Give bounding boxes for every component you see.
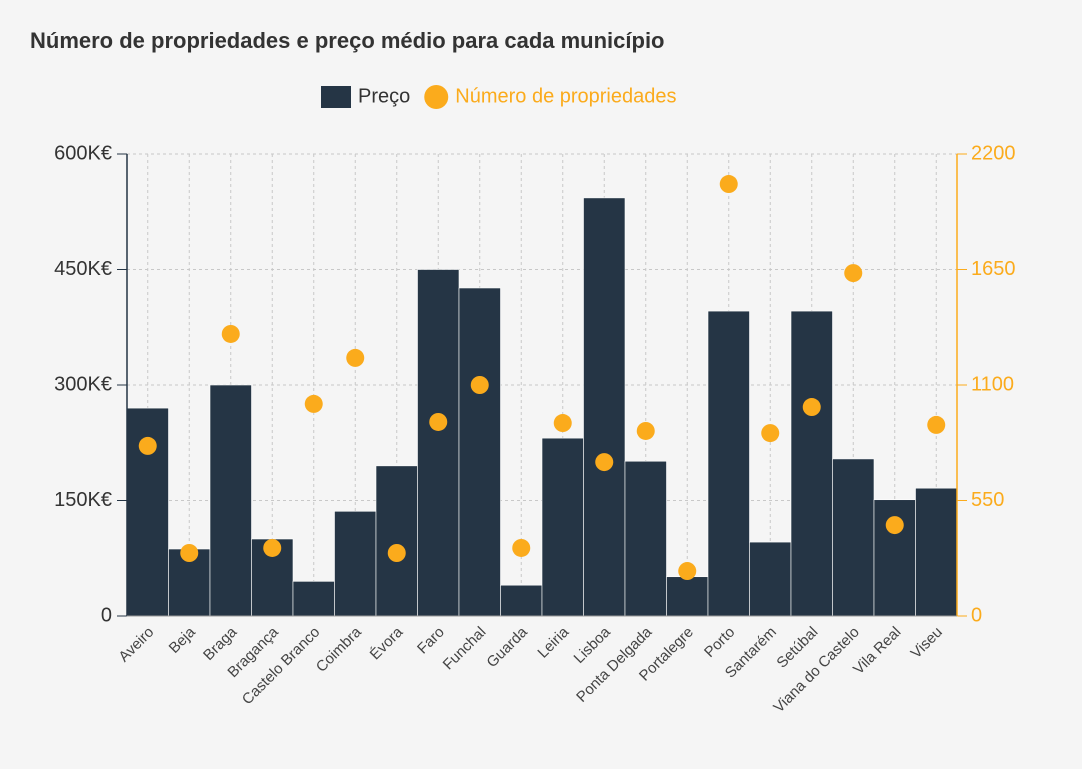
bar <box>126 407 169 617</box>
dot <box>802 398 821 417</box>
dot <box>221 324 240 343</box>
y2-tick-label: 550 <box>971 489 1004 511</box>
y2-tick-label: 2200 <box>971 142 1016 164</box>
dot <box>429 412 448 431</box>
legend-swatch <box>321 86 351 108</box>
y-tick-label: 300K€ <box>54 373 112 395</box>
dot <box>470 376 489 394</box>
legend-swatch <box>424 85 449 109</box>
dot <box>678 562 697 581</box>
bar <box>790 310 833 617</box>
dot <box>512 538 531 557</box>
bar <box>500 584 543 617</box>
dot <box>636 421 655 440</box>
y-tick-label: 450K€ <box>54 258 112 280</box>
bar <box>749 541 792 617</box>
y-tick-label: 150K€ <box>54 489 112 511</box>
bar <box>417 269 460 617</box>
y-tick-label: 600K€ <box>54 142 112 164</box>
chart-title: Número de propriedades e preço médio par… <box>30 28 665 53</box>
dot <box>180 544 199 562</box>
bar <box>375 465 418 617</box>
bar <box>707 310 750 617</box>
bar <box>624 460 667 617</box>
bar <box>832 458 875 617</box>
dot <box>719 175 738 194</box>
bar <box>666 576 709 617</box>
dot <box>885 516 904 535</box>
y2-tick-label: 1650 <box>971 258 1016 280</box>
dot <box>304 394 323 413</box>
dot <box>927 415 946 434</box>
dot <box>761 424 780 443</box>
bar <box>915 487 958 617</box>
dot <box>844 264 863 283</box>
dot <box>553 414 572 433</box>
dot <box>387 544 406 562</box>
bar <box>292 581 335 617</box>
bar <box>209 384 252 617</box>
dot <box>346 348 365 367</box>
bar <box>458 287 501 617</box>
y2-tick-label: 1100 <box>971 373 1014 395</box>
dot <box>138 436 157 455</box>
dot <box>263 538 282 557</box>
legend-label: Preço <box>358 85 410 107</box>
dot <box>595 453 614 472</box>
bar <box>583 197 626 617</box>
legend-label: Número de propriedades <box>455 85 676 107</box>
y-tick-label: 0 <box>101 604 112 626</box>
y2-tick-label: 0 <box>971 604 982 626</box>
bar <box>334 510 377 617</box>
bar <box>541 437 584 617</box>
